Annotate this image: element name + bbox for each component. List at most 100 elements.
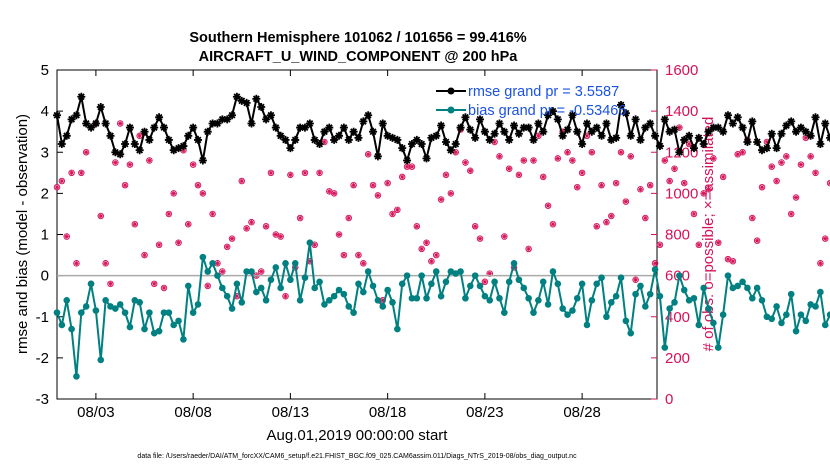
obs-assimilated-marker [774,178,779,184]
bias-point [194,301,202,308]
rmse-point [296,123,305,132]
rmse-point [179,142,188,151]
obs-possible-marker [146,157,153,164]
obs-assimilated-marker [555,156,561,161]
rmse-point [339,123,348,132]
obs-assimilated-marker [224,244,230,250]
obs-assimilated-marker [215,261,220,266]
obs-assimilated-marker [152,281,157,287]
obs-possible-marker [690,210,698,218]
obs-count-point [807,153,814,160]
rmse-point [223,115,232,124]
obs-assimilated-marker [560,129,565,134]
obs-count-point [778,159,785,166]
obs-assimilated-marker [113,160,118,165]
bias-point [680,286,688,294]
obs-count-point [442,171,450,179]
rmse-point [218,115,227,124]
bias-point [267,276,275,284]
rmse-point [728,119,737,128]
bias-point [593,280,601,288]
x-tick-label: 08/28 [563,404,601,421]
rmse-point [77,92,86,101]
obs-assimilated-marker [370,182,376,188]
obs-possible-marker [126,161,134,168]
obs-assimilated-marker [599,182,604,188]
obs-count-point [758,183,766,191]
obs-assimilated-marker [327,189,332,194]
obs-assimilated-marker [628,154,633,159]
obs-assimilated-marker [147,158,152,163]
obs-assimilated-marker [205,283,210,289]
obs-possible-marker [797,161,805,168]
obs-count-point [826,179,830,187]
obs-possible-marker [58,177,66,185]
obs-assimilated-marker [579,170,585,176]
bias-point [291,259,299,267]
obs-possible-marker [758,183,766,191]
rmse-point [699,140,708,149]
obs-assimilated-marker [59,178,65,184]
rmse-point [461,113,470,122]
chart-subtitle: AIRCRAFT_U_WIND_COMPONENT @ 200 hPa [199,49,519,65]
right-axis-label: # of obs: o=possible; ×=assimilated [700,117,717,352]
obs-assimilated-marker [672,166,677,171]
obs-possible-marker [282,292,289,300]
bias-point [301,274,309,281]
obs-assimilated-marker [312,242,317,247]
obs-possible-marker [155,241,163,249]
bias-point [549,268,557,275]
bias-point [364,268,372,275]
obs-assimilated-marker [706,187,711,192]
bias-point [253,288,260,296]
bias-point [695,321,703,329]
obs-possible-marker [243,225,250,232]
obs-possible-marker [199,190,207,197]
rmse-point [422,154,431,163]
obs-possible-marker [593,223,600,230]
rmse-point [665,127,674,136]
obs-assimilated-marker [74,261,79,266]
obs-count-point [330,190,338,197]
bias-point [821,321,829,329]
y-left-tick-label: -2 [36,350,49,367]
rmse-point [349,127,358,136]
y-left-tick-label: 2 [41,185,49,202]
bias-point [112,305,119,312]
bias-point [661,344,669,351]
rmse-point [471,133,480,142]
obs-count-point [501,233,508,240]
y-right-tick-label: 0 [665,391,673,408]
rmse-point [685,131,694,140]
bias-point [257,284,265,292]
bias-point [797,311,805,318]
obs-possible-marker [778,159,785,166]
obs-count-point [277,233,284,240]
x-axis-label: Aug.01,2019 00:00:00 start [267,427,449,444]
obs-possible-marker [783,153,790,160]
obs-count-point [389,210,396,218]
rmse-point [821,119,830,128]
rmse-point [242,98,251,107]
rmse-point [490,129,499,138]
obs-count-point [82,148,90,156]
obs-assimilated-marker [784,154,789,159]
obs-assimilated-marker [652,261,658,266]
rmse-point [87,123,96,132]
bias-point [486,297,494,304]
obs-possible-marker [316,169,323,177]
rmse-point [451,140,460,149]
obs-count-point [525,245,532,253]
obs-assimilated-marker [725,256,731,262]
obs-possible-marker [773,177,780,185]
obs-possible-marker [505,165,513,172]
bias-point [53,309,61,316]
rmse-point [72,111,81,120]
y-right-tick-label: 400 [665,309,690,326]
bias-point [501,309,508,316]
obs-assimilated-marker [759,185,765,190]
rmse-point [792,127,801,136]
bias-point [126,323,134,331]
obs-assimilated-marker [730,259,736,264]
obs-assimilated-marker [409,164,415,169]
